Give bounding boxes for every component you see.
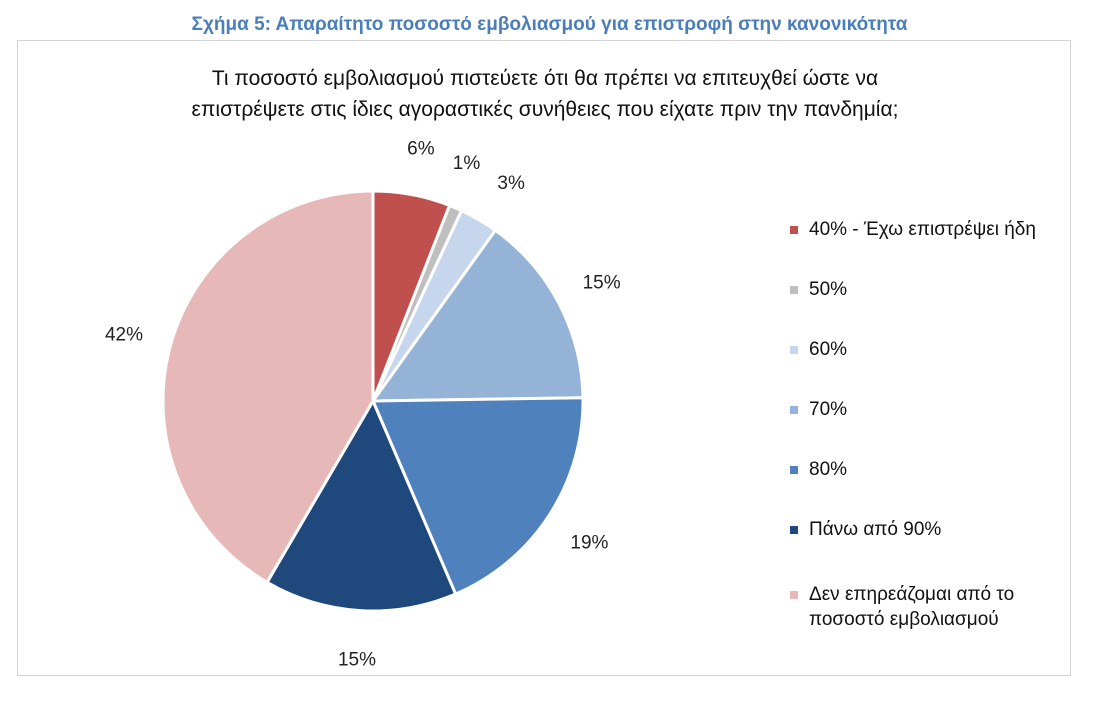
legend-swatch <box>790 591 798 599</box>
figure-caption: Σχήμα 5: Απαραίτητο ποσοστό εμβολιασμού … <box>191 14 908 35</box>
chart-frame: Τι ποσοστό εμβολιασμού πιστεύετε ότι θα … <box>17 40 1071 676</box>
legend-item-4: 80% <box>790 457 1059 482</box>
legend-swatch <box>790 226 798 234</box>
legend-label: 40% - Έχω επιστρέψει ήδη <box>809 219 1036 240</box>
pie-slice-4 <box>370 396 585 597</box>
legend-swatch <box>790 406 798 414</box>
legend-item-5: Πάνω από 90% <box>790 517 1059 542</box>
pie-slice-3 <box>370 228 585 403</box>
legend-label: Πάνω από 90% <box>809 519 942 540</box>
legend-swatch <box>790 526 798 534</box>
legend-swatch <box>790 286 798 294</box>
chart-title: Τι ποσοστό εμβολιασμού πιστεύετε ότι θα … <box>18 63 1072 125</box>
pie-chart: 6% 1% 3% 15% 19% 15% 42% <box>105 138 621 671</box>
data-label-3: 15% <box>583 272 621 293</box>
chart-title-line-2: επιστρέψετε στις ίδιες αγοραστικές συνήθ… <box>191 98 899 121</box>
legend-swatch <box>790 346 798 354</box>
legend-item-2: 60% <box>790 337 1059 362</box>
legend-item-0: 40% - Έχω επιστρέψει ήδη <box>790 217 1059 242</box>
legend-item-3: 70% <box>790 397 1059 422</box>
data-label-5: 15% <box>338 650 376 671</box>
data-label-0: 6% <box>407 138 435 159</box>
legend-label: Δεν επηρεάζομαι από το ποσοστό εμβολιασμ… <box>809 584 1015 630</box>
legend-label: 50% <box>809 279 848 300</box>
legend-label: 60% <box>809 339 848 360</box>
legend-swatch <box>790 466 798 474</box>
pie-slice-6 <box>161 189 375 585</box>
data-label-4: 19% <box>570 532 608 553</box>
chart-title-line-1: Τι ποσοστό εμβολιασμού πιστεύετε ότι θα … <box>211 67 879 90</box>
legend-label: 70% <box>809 399 848 420</box>
legend-item-6: Δεν επηρεάζομαι από το ποσοστό εμβολιασμ… <box>790 582 1059 632</box>
data-label-1: 1% <box>453 153 481 174</box>
data-label-2: 3% <box>497 173 525 194</box>
pie-slice-5 <box>265 397 458 613</box>
data-label-6: 42% <box>105 325 143 346</box>
legend-item-1: 50% <box>790 277 1059 302</box>
legend-label: 80% <box>809 459 848 480</box>
